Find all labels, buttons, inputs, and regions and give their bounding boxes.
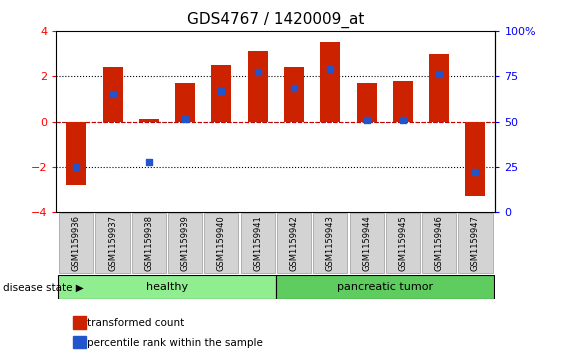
Text: GSM1159938: GSM1159938 [144, 215, 153, 271]
FancyBboxPatch shape [168, 213, 202, 273]
Text: percentile rank within the sample: percentile rank within the sample [87, 338, 263, 348]
Point [181, 117, 190, 122]
FancyBboxPatch shape [204, 213, 239, 273]
Title: GDS4767 / 1420009_at: GDS4767 / 1420009_at [187, 12, 365, 28]
Text: GSM1159942: GSM1159942 [289, 215, 298, 271]
Text: disease state ▶: disease state ▶ [3, 283, 83, 293]
Point [362, 118, 371, 123]
Point [253, 69, 262, 74]
FancyBboxPatch shape [276, 275, 494, 299]
Bar [320, 42, 340, 122]
FancyBboxPatch shape [313, 213, 347, 273]
Bar [139, 119, 159, 122]
Point [144, 160, 153, 166]
Bar [466, 122, 485, 196]
Point [326, 66, 335, 72]
Point [217, 88, 226, 94]
Bar [66, 122, 86, 185]
FancyBboxPatch shape [422, 213, 456, 273]
Text: GSM1159941: GSM1159941 [253, 215, 262, 271]
Bar [175, 83, 195, 122]
FancyBboxPatch shape [277, 213, 311, 273]
Bar [393, 81, 413, 122]
Point [399, 118, 408, 123]
Text: GSM1159940: GSM1159940 [217, 215, 226, 271]
Text: transformed count: transformed count [87, 318, 185, 328]
Text: GSM1159943: GSM1159943 [326, 215, 335, 271]
Text: GSM1159944: GSM1159944 [362, 215, 371, 271]
Point [108, 91, 117, 97]
Point [289, 85, 298, 90]
FancyBboxPatch shape [132, 213, 166, 273]
Text: pancreatic tumor: pancreatic tumor [337, 282, 433, 292]
Text: GSM1159939: GSM1159939 [181, 215, 190, 271]
FancyBboxPatch shape [58, 275, 276, 299]
Text: GSM1159945: GSM1159945 [399, 215, 408, 271]
FancyBboxPatch shape [59, 213, 93, 273]
FancyBboxPatch shape [240, 213, 275, 273]
Bar [102, 67, 123, 122]
Text: healthy: healthy [146, 282, 188, 292]
FancyBboxPatch shape [350, 213, 383, 273]
Bar [212, 65, 231, 122]
Bar [429, 53, 449, 122]
Text: GSM1159946: GSM1159946 [435, 215, 444, 271]
Text: GSM1159937: GSM1159937 [108, 215, 117, 271]
Text: GSM1159947: GSM1159947 [471, 215, 480, 271]
Point [471, 168, 480, 174]
FancyBboxPatch shape [458, 213, 493, 273]
Bar [248, 51, 267, 122]
FancyBboxPatch shape [96, 213, 129, 273]
Point [435, 71, 444, 77]
Bar [356, 83, 377, 122]
Text: GSM1159936: GSM1159936 [72, 215, 81, 271]
Bar [284, 67, 304, 122]
FancyBboxPatch shape [386, 213, 420, 273]
Point [72, 164, 81, 170]
